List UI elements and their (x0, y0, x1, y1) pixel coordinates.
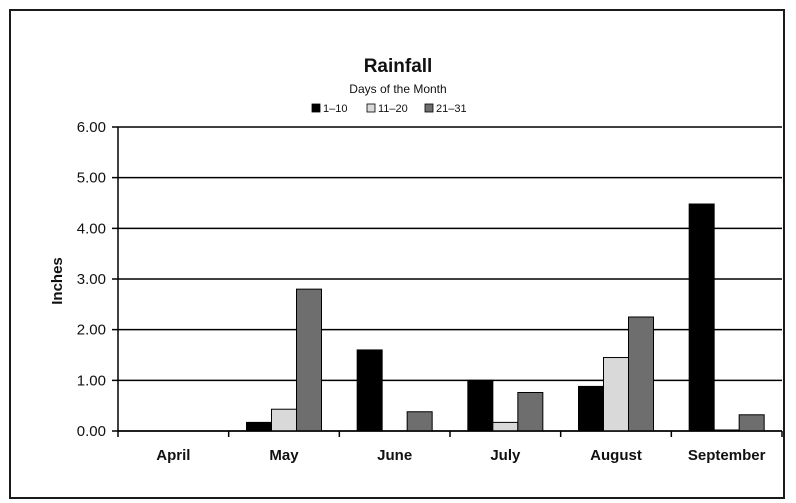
chart-frame (9, 9, 785, 499)
legend-label: 1–10 (323, 103, 347, 115)
y-tick-label: 4.00 (77, 220, 106, 237)
y-tick-label: 0.00 (77, 423, 106, 440)
y-axis-label: Inches (49, 257, 66, 305)
x-tick-label: August (590, 447, 642, 464)
bar-september-series-1 (688, 203, 715, 432)
bar-july-series-3 (517, 391, 544, 432)
bar-may-series-2 (271, 408, 297, 432)
x-tick-label: May (269, 447, 299, 464)
axes (117, 127, 783, 437)
bars (246, 203, 765, 432)
y-tick-label: 1.00 (77, 372, 106, 389)
bar-september-series-3 (738, 414, 765, 432)
x-tick-label: April (156, 447, 190, 464)
bar-july-series-2 (492, 421, 519, 432)
gridlines (112, 126, 782, 432)
bar-august-series-1 (578, 385, 604, 432)
bar-june-series-1 (356, 349, 383, 432)
y-axis-ticks: 0.00 1.00 2.00 3.00 4.00 5.00 6.00 (77, 119, 106, 440)
bar-august-series-2 (603, 357, 629, 432)
x-tick-label: July (490, 447, 521, 464)
bar-august-series-3 (628, 316, 654, 432)
x-tick-label: September (688, 447, 766, 464)
y-tick-label: 6.00 (77, 119, 106, 136)
x-tick-label: June (377, 447, 412, 464)
legend-label: 11–20 (378, 103, 408, 115)
bar-july-series-1 (467, 379, 494, 432)
legend: 1–10 11–20 21–31 (311, 103, 467, 115)
y-tick-label: 2.00 (77, 322, 106, 339)
chart-subtitle: Days of the Month (349, 82, 446, 96)
chart-title: Rainfall (364, 56, 433, 77)
bar-may-series-3 (296, 288, 322, 432)
legend-swatch (424, 103, 434, 113)
x-axis-ticks: April May June July August September (156, 447, 765, 464)
bar-may-series-1 (246, 421, 272, 432)
legend-swatch (311, 103, 321, 113)
y-tick-label: 5.00 (77, 170, 106, 187)
legend-label: 21–31 (436, 103, 467, 115)
y-tick-label: 3.00 (77, 271, 106, 288)
legend-swatch (366, 103, 376, 113)
bar-june-series-3 (406, 411, 433, 432)
